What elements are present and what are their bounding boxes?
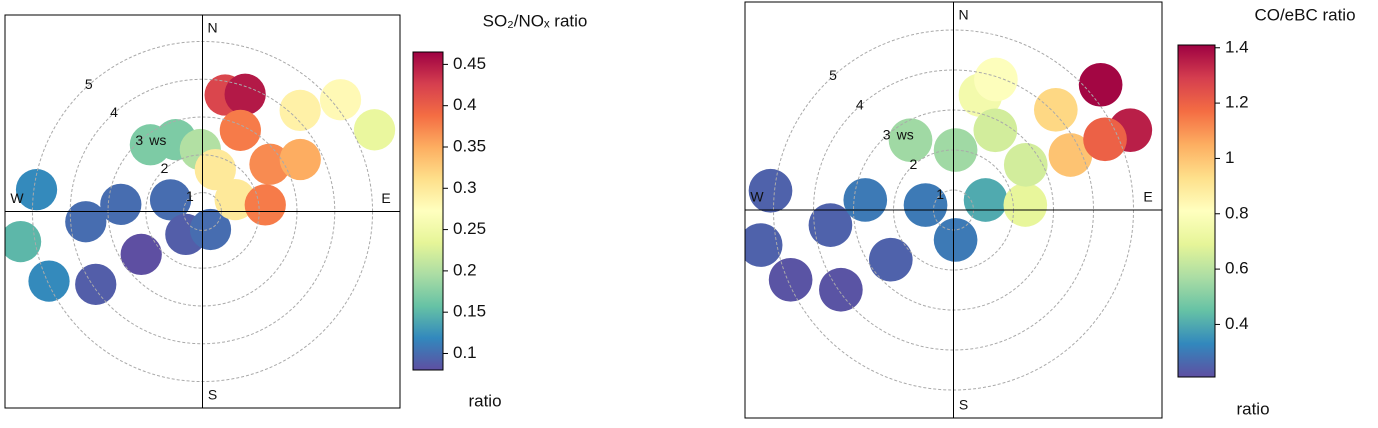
- data-blob: [75, 263, 117, 305]
- colorbar-title: ratio: [1236, 399, 1269, 418]
- ring-label: 4: [110, 104, 118, 120]
- data-blob: [1003, 143, 1048, 187]
- data-blob: [745, 223, 783, 267]
- colorbar-tick-label: 0.1: [453, 343, 477, 362]
- colorbar-tick-label: 0.15: [453, 302, 486, 321]
- colorbar-tick-label: 0.6: [1225, 259, 1249, 278]
- data-blob: [1083, 117, 1127, 162]
- data-blob: [933, 128, 978, 172]
- data-blob: [224, 73, 266, 115]
- colorbar-tick-label: 0.25: [453, 219, 486, 238]
- ring-label: 2: [161, 160, 169, 176]
- colorbar: [412, 51, 444, 371]
- data-blob: [868, 237, 913, 282]
- direction-label: N: [207, 20, 217, 36]
- direction-label: S: [959, 397, 968, 413]
- data-blob: [903, 183, 948, 227]
- r-axis-label: ws: [148, 132, 166, 148]
- ring-label: 5: [829, 67, 837, 83]
- ring-label: 2: [909, 156, 917, 172]
- colorbar-tick-label: 0.4: [1225, 314, 1249, 333]
- data-blob: [249, 143, 291, 185]
- data-blob: [973, 108, 1018, 153]
- data-blob: [888, 118, 933, 162]
- data-blob: [963, 178, 1008, 222]
- direction-label: E: [381, 190, 390, 206]
- colorbar-tick-label: 0.45: [453, 54, 486, 73]
- frame: [4, 14, 401, 409]
- data-blob: [219, 109, 261, 151]
- colorbar-tick-label: 0.3: [453, 178, 477, 197]
- direction-label: W: [750, 189, 764, 205]
- data-blob: [5, 220, 42, 263]
- direction-label: N: [958, 7, 968, 23]
- colorbar-title: ratio: [468, 391, 501, 410]
- data-blob: [189, 208, 232, 251]
- direction-label: W: [10, 190, 24, 206]
- data-blob: [974, 57, 1018, 102]
- colorbar-tick-label: 1.4: [1225, 37, 1249, 56]
- data-blob: [244, 184, 286, 226]
- data-blob: [819, 267, 863, 312]
- chart-title: SO₂/NOₓ ratio: [483, 11, 588, 30]
- colorbar-tick-label: 0.35: [453, 136, 486, 155]
- data-blob: [319, 79, 362, 121]
- data-blob: [843, 178, 888, 222]
- data-blob: [933, 218, 978, 262]
- colorbar-tick-label: 1: [1225, 148, 1234, 167]
- data-blob: [1048, 133, 1093, 177]
- colorbar-tick-label: 1.2: [1225, 93, 1249, 112]
- frame: [744, 1, 1163, 419]
- data-blob: [808, 203, 853, 247]
- data-blob: [1003, 183, 1048, 227]
- direction-label: E: [1143, 189, 1152, 205]
- ring-label: 1: [936, 186, 944, 202]
- data-blob: [28, 260, 70, 302]
- data-blob: [353, 109, 396, 151]
- ring-label: 3: [883, 126, 891, 142]
- colorbar-tick-label: 0.8: [1225, 203, 1249, 222]
- data-blob: [149, 179, 192, 221]
- data-blob: [279, 138, 321, 181]
- r-axis-label: ws: [896, 126, 914, 142]
- plot-area: [5, 40, 396, 383]
- data-blob: [768, 257, 813, 302]
- colorbar-tick-label: 0.2: [453, 260, 477, 279]
- ring-label: 5: [85, 76, 93, 92]
- data-blob: [100, 183, 142, 225]
- data-blob: [748, 168, 793, 213]
- data-blob: [279, 89, 321, 132]
- colorbar: [1177, 44, 1216, 378]
- chart-title: CO/eBC ratio: [1254, 5, 1355, 24]
- ring-label: 1: [186, 188, 194, 204]
- colorbar-tick-label: 0.4: [453, 95, 477, 114]
- data-blob: [120, 233, 162, 276]
- data-blob: [1078, 62, 1123, 107]
- data-blob: [65, 201, 107, 243]
- ring-label: 4: [856, 97, 864, 113]
- data-blob: [1033, 87, 1078, 132]
- direction-label: S: [208, 387, 217, 403]
- data-blob: [15, 169, 58, 211]
- data-blob: [129, 124, 172, 166]
- ring-label: 3: [135, 132, 143, 148]
